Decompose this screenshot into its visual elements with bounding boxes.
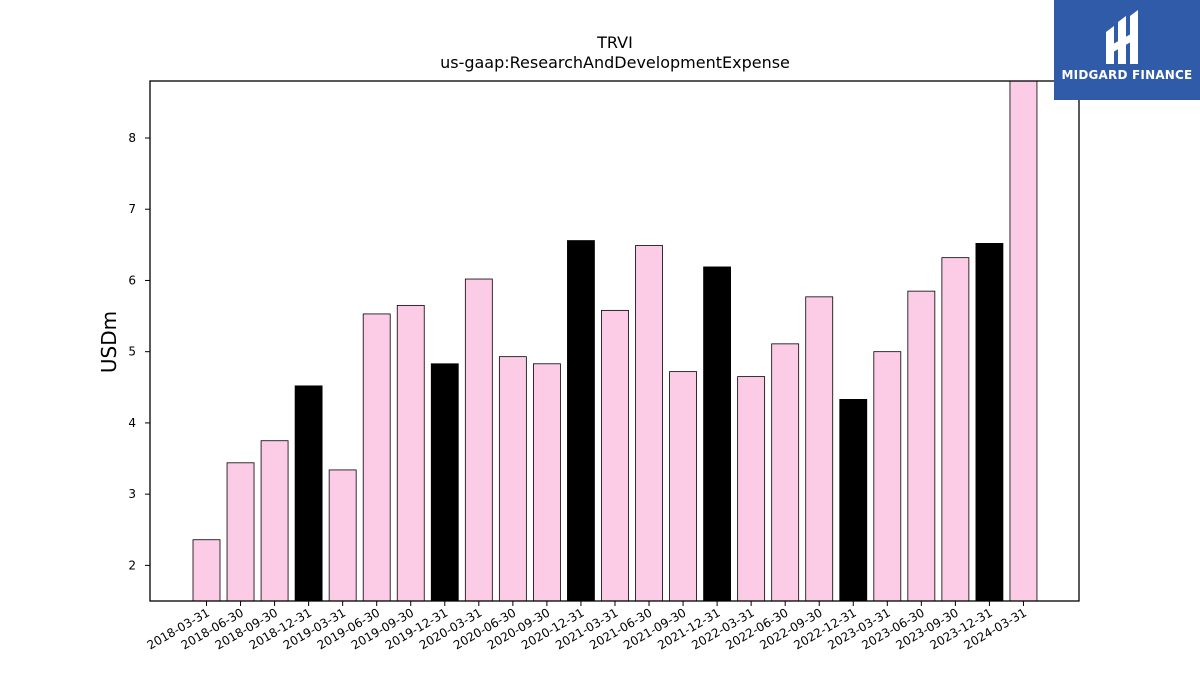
bar-2021-12-31 bbox=[703, 266, 731, 602]
y-tick-label: 5 bbox=[128, 345, 136, 359]
chart-title: TRVI bbox=[596, 33, 633, 52]
midgard-logo-icon bbox=[1106, 10, 1138, 64]
bar-2022-06-30 bbox=[771, 343, 800, 602]
bar-2021-06-30 bbox=[635, 245, 663, 602]
bar-2020-06-30 bbox=[498, 356, 527, 602]
plot-frame bbox=[149, 80, 1080, 602]
bar-2020-12-31 bbox=[567, 240, 595, 602]
y-tick-label: 8 bbox=[128, 131, 136, 145]
bar-2018-03-31 bbox=[192, 539, 221, 602]
y-tick-label: 4 bbox=[128, 416, 136, 430]
bar-2021-09-30 bbox=[669, 371, 697, 602]
bar-2024-03-31 bbox=[1009, 80, 1038, 602]
bar-2018-06-30 bbox=[226, 462, 255, 602]
bar-2023-03-31 bbox=[873, 351, 902, 602]
y-tick-label: 6 bbox=[128, 273, 136, 287]
bar-2020-09-30 bbox=[533, 363, 561, 602]
bar-2019-09-30 bbox=[396, 304, 425, 602]
chart-subtitle: us-gaap:ResearchAndDevelopmentExpense bbox=[440, 53, 790, 72]
bar-2022-03-31 bbox=[737, 376, 766, 602]
y-tick-label: 7 bbox=[128, 202, 136, 216]
y-tick-label: 3 bbox=[128, 487, 136, 501]
bar-2023-06-30 bbox=[907, 290, 936, 602]
bar-2019-12-31 bbox=[430, 363, 459, 602]
y-tick-label: 2 bbox=[128, 558, 136, 572]
brand-logo-text: MIDGARD FINANCE bbox=[1061, 68, 1193, 82]
y-axis-label: USDm bbox=[97, 311, 121, 373]
bar-2022-09-30 bbox=[805, 296, 834, 602]
bar-2018-09-30 bbox=[260, 440, 289, 602]
bar-2020-03-31 bbox=[464, 278, 493, 602]
bar-2023-09-30 bbox=[941, 257, 970, 602]
bar-2023-12-31 bbox=[975, 243, 1004, 602]
bar-2021-03-31 bbox=[601, 309, 629, 602]
bar-2019-06-30 bbox=[362, 313, 391, 602]
x-ticks-group: 2018-03-312018-06-302018-09-302018-12-31… bbox=[145, 601, 1029, 652]
bar-2022-12-31 bbox=[839, 399, 868, 602]
bars-group bbox=[192, 80, 1038, 602]
bar-2019-03-31 bbox=[328, 469, 357, 602]
y-ticks-group: 2 3 4 5 6 7 8 bbox=[128, 131, 150, 572]
brand-logo: MIDGARD FINANCE bbox=[1054, 0, 1200, 100]
bar-2018-12-31 bbox=[294, 385, 323, 602]
